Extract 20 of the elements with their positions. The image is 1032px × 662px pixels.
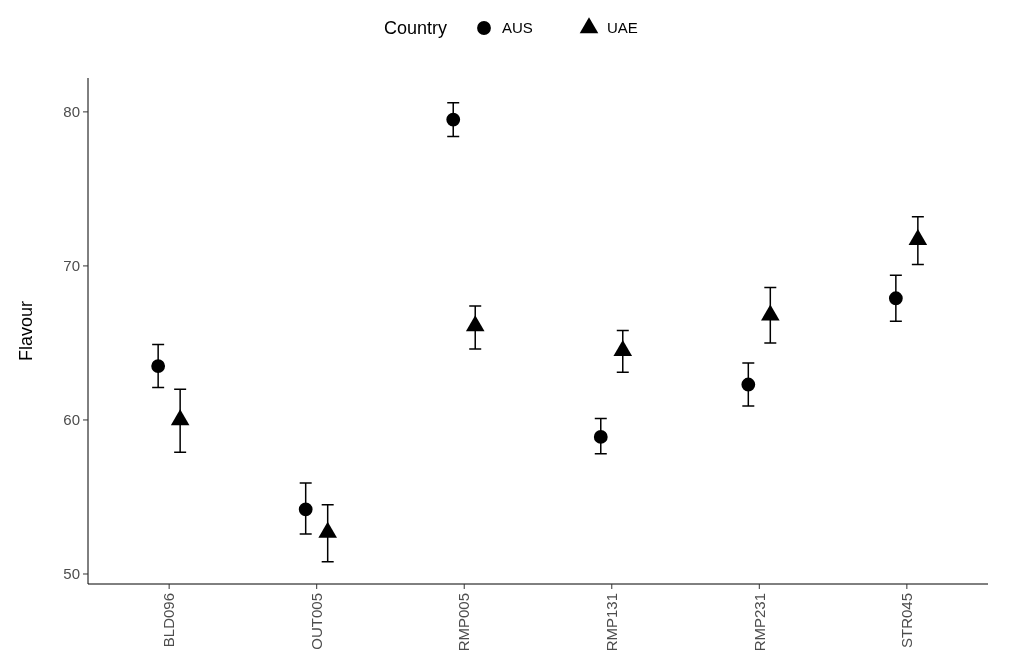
legend-label: AUS [502,19,533,37]
y-tick-label: 70 [63,257,80,275]
y-tick-label: 50 [63,565,80,583]
x-tick-label: OUT005 [307,593,325,650]
x-tick-label: BLD096 [160,593,178,648]
point [318,521,337,538]
point [170,409,190,426]
point [761,304,780,321]
y-axis-title: Flavour [16,300,36,362]
x-tick-label: RMP131 [603,593,621,652]
point [613,339,633,357]
y-tick-label: 80 [63,103,80,121]
point [908,228,928,246]
x-tick-label: RMP005 [455,593,473,652]
y-tick-label: 60 [63,411,80,429]
point [465,315,485,332]
x-tick-label: STR045 [898,593,916,649]
x-tick-label: RMP231 [750,593,768,652]
legend-title: Country [384,18,448,39]
legend-label: UAE [607,19,638,37]
